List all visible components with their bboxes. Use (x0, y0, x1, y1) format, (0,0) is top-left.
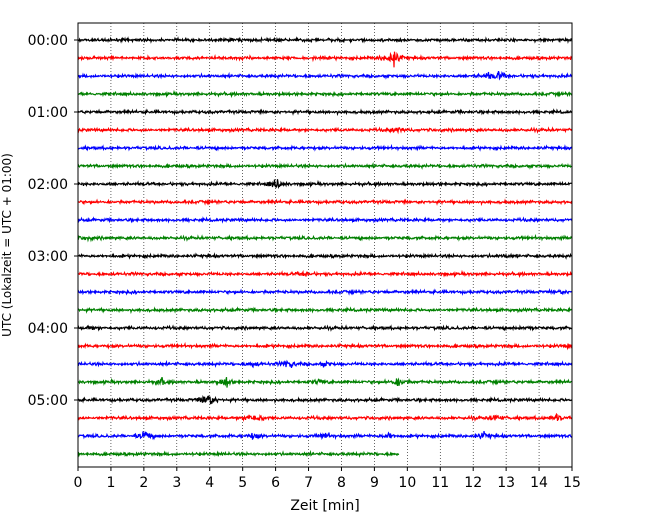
x-tick-label: 11 (431, 475, 449, 491)
y-tick-label: 02:00 (28, 177, 68, 193)
trace-0300 (77, 252, 573, 260)
trace-0145 (77, 161, 573, 170)
x-tick-label: 8 (337, 475, 346, 491)
trace-0215 (77, 198, 573, 207)
seismogram-traces (77, 36, 573, 458)
trace-0130 (77, 143, 573, 152)
trace-0315 (77, 269, 573, 279)
plot-frame (77, 22, 573, 468)
trace-0030 (77, 70, 573, 81)
trace-0015 (77, 51, 573, 68)
trace-0430 (77, 359, 573, 369)
x-tick-label: 6 (271, 475, 280, 491)
x-axis-title: Zeit [min] (290, 498, 359, 514)
trace-0200 (77, 179, 573, 190)
y-tick-label: 05:00 (28, 393, 68, 409)
y-tick-label: 00:00 (28, 33, 68, 49)
x-tick-label: 7 (304, 475, 313, 491)
x-tick-label: 5 (238, 475, 247, 491)
x-tick-label: 10 (398, 475, 416, 491)
trace-0345 (77, 306, 573, 315)
x-axis-ticks: 0 1 2 3 4 5 6 7 8 9 10 11 12 13 14 15 (74, 467, 581, 491)
x-tick-label: 15 (563, 475, 581, 491)
y-tick-label: 04:00 (28, 321, 68, 337)
trace-0445 (77, 376, 573, 388)
trace-0330 (77, 288, 572, 296)
trace-0230 (77, 216, 573, 224)
x-tick-label: 0 (74, 475, 83, 491)
trace-0530 (78, 430, 573, 441)
x-tick-label: 4 (205, 475, 214, 491)
trace-0415 (77, 341, 573, 351)
trace-0515 (77, 412, 573, 423)
x-tick-label: 2 (139, 475, 148, 491)
x-tick-label: 9 (370, 475, 379, 491)
trace-0245 (77, 233, 573, 243)
trace-0545 (77, 449, 400, 458)
y-tick-label: 03:00 (28, 249, 68, 265)
trace-0000 (77, 36, 573, 44)
x-tick-label: 13 (497, 475, 515, 491)
trace-0500 (77, 395, 573, 405)
x-tick-label: 3 (172, 475, 181, 491)
trace-0100 (77, 108, 573, 117)
x-tick-label: 1 (106, 475, 115, 491)
x-tick-label: 12 (464, 475, 482, 491)
trace-0045 (78, 89, 573, 99)
grid-lines (110, 23, 540, 467)
x-tick-label: 14 (530, 475, 548, 491)
y-axis-ticks: 00:00 01:00 02:00 03:00 04:00 05:00 (28, 33, 78, 409)
y-axis-title: UTC (Lokalzeit = UTC + 01:00) (0, 153, 14, 337)
trace-0115 (77, 126, 573, 135)
trace-0400 (77, 324, 573, 332)
y-tick-label: 01:00 (28, 105, 68, 121)
